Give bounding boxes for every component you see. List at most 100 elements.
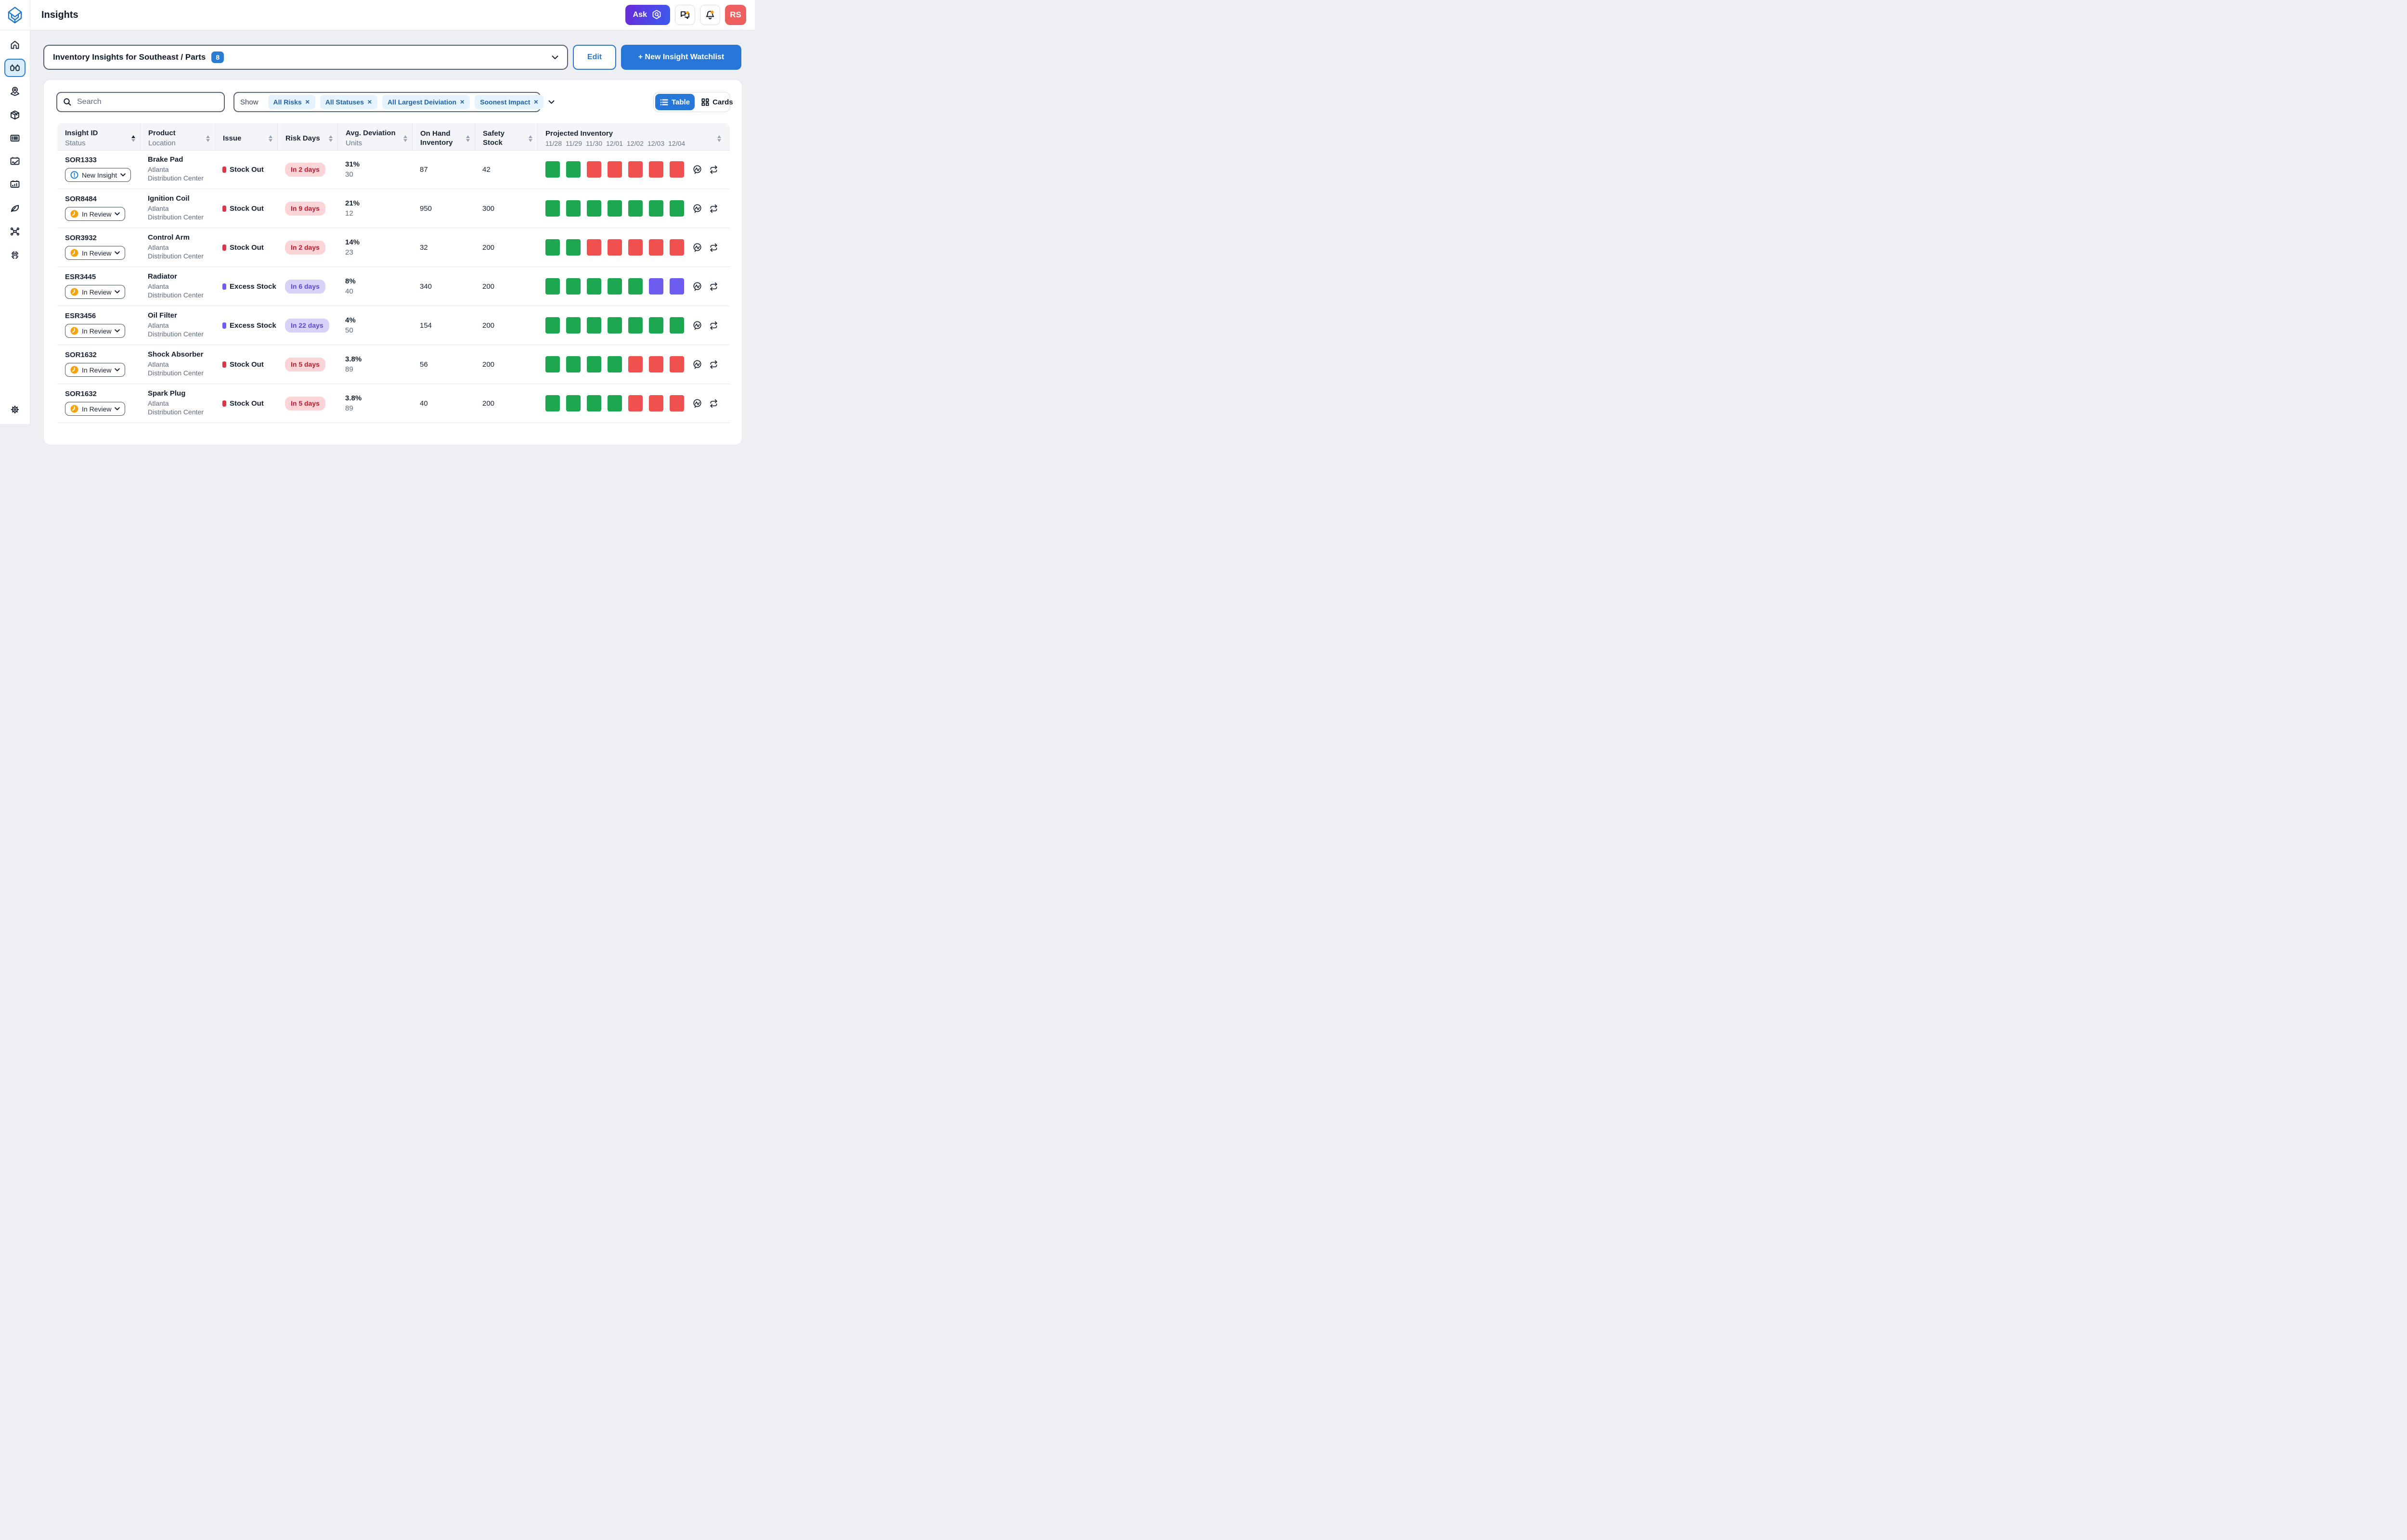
sidebar-item-home[interactable]: [5, 35, 25, 54]
projected-squares: [545, 356, 684, 372]
repeat-icon[interactable]: [709, 359, 719, 370]
inventory-square-red: [649, 161, 663, 178]
inventory-square-green: [608, 317, 622, 334]
app-logo[interactable]: [0, 0, 30, 30]
inventory-square-green: [649, 200, 663, 217]
sort-icon[interactable]: [131, 135, 135, 142]
filter-bar: Show All Risks ✕ All Statuses ✕ All Larg…: [233, 92, 555, 112]
product-name: Control Arm: [148, 233, 190, 242]
sidebar-item-network-map[interactable]: [5, 82, 25, 101]
repeat-icon[interactable]: [709, 165, 719, 175]
header-issue[interactable]: Issue: [215, 123, 277, 150]
header-avg-deviation[interactable]: Avg. Deviation Units: [337, 123, 412, 150]
status-dropdown[interactable]: In Review: [65, 324, 126, 338]
insight-id: SOR1333: [65, 156, 97, 164]
sidebar-item-sustainability[interactable]: [5, 198, 25, 218]
inventory-square-green: [587, 278, 601, 295]
trend-analysis-icon[interactable]: [692, 165, 702, 175]
in-review-clock-icon: [70, 210, 78, 218]
status-dropdown[interactable]: In Review: [65, 402, 126, 416]
view-toggle-table[interactable]: Table: [655, 94, 695, 110]
trend-analysis-icon[interactable]: [692, 398, 702, 409]
chip-remove-icon[interactable]: ✕: [460, 99, 465, 105]
nodes-icon: [9, 226, 21, 237]
product-location: Atlanta Distribution Center: [148, 205, 204, 221]
dashboard-chart-icon: [9, 179, 21, 190]
ask-button[interactable]: Ask: [625, 5, 670, 25]
header-risk-days[interactable]: Risk Days: [277, 123, 337, 150]
trend-analysis-icon[interactable]: [692, 282, 702, 292]
product-location: Atlanta Distribution Center: [148, 244, 204, 260]
new-insight-watchlist-button[interactable]: + New Insight Watchlist: [621, 45, 741, 70]
sort-icon[interactable]: [206, 135, 210, 142]
filter-chip-all-statuses[interactable]: All Statuses ✕: [320, 95, 377, 109]
radar-icon: [9, 249, 21, 261]
trend-analysis-icon[interactable]: [692, 321, 702, 331]
product-location: Atlanta Distribution Center: [148, 360, 204, 377]
sort-icon[interactable]: [466, 135, 470, 142]
status-dropdown[interactable]: In Review: [65, 285, 126, 299]
sidebar-item-radar[interactable]: [5, 245, 25, 265]
inventory-square-red: [649, 356, 663, 372]
filter-chip-soonest-impact[interactable]: Soonest Impact ✕: [475, 95, 544, 109]
user-avatar[interactable]: RS: [725, 5, 746, 25]
repeat-icon[interactable]: [709, 243, 719, 253]
status-dropdown[interactable]: In Review: [65, 246, 126, 260]
search-input[interactable]: [76, 97, 218, 107]
chevron-down-icon[interactable]: [548, 100, 555, 104]
status-dropdown[interactable]: New Insight: [65, 168, 131, 182]
inventory-square-green: [608, 278, 622, 295]
trend-analysis-icon[interactable]: [692, 204, 702, 214]
on-hand-value: 32: [420, 243, 428, 252]
trend-analysis-icon[interactable]: [692, 243, 702, 253]
deviation-units: 89: [345, 365, 353, 373]
view-toggle-cards[interactable]: Cards: [697, 94, 738, 110]
package-icon: [9, 109, 21, 121]
status-dropdown[interactable]: In Review: [65, 207, 126, 221]
trend-analysis-icon[interactable]: [692, 359, 702, 370]
chip-remove-icon[interactable]: ✕: [367, 99, 372, 105]
inventory-square-red: [587, 239, 601, 256]
sort-icon[interactable]: [329, 135, 333, 142]
risk-days-pill: In 9 days: [285, 201, 325, 216]
date-label: 12/02: [627, 139, 644, 147]
inventory-square-green: [566, 161, 581, 178]
filter-chip-largest-deviation[interactable]: All Largest Deiviation ✕: [382, 95, 470, 109]
sort-icon[interactable]: [717, 135, 721, 142]
header-insight-id[interactable]: Insight ID Status: [57, 123, 140, 150]
inventory-square-green: [628, 317, 643, 334]
notifications-button[interactable]: [700, 5, 720, 25]
header-safety-stock[interactable]: Safety Stock: [475, 123, 537, 150]
repeat-icon[interactable]: [709, 398, 719, 409]
edit-watchlist-button[interactable]: Edit: [573, 45, 616, 70]
sidebar-item-settings[interactable]: [5, 400, 25, 419]
header-projected-inventory[interactable]: Projected Inventory 11/28 11/29 11/30 12…: [537, 123, 730, 150]
feedback-button[interactable]: [675, 5, 695, 25]
sidebar-item-inventory[interactable]: [5, 105, 25, 125]
sidebar-item-orders[interactable]: [5, 128, 25, 148]
repeat-icon[interactable]: [709, 204, 719, 214]
header-on-hand[interactable]: On Hand Inventory: [412, 123, 475, 150]
sort-icon[interactable]: [403, 135, 407, 142]
header-product[interactable]: Product Location: [140, 123, 215, 150]
inventory-square-red: [649, 239, 663, 256]
filter-chip-all-risks[interactable]: All Risks ✕: [268, 95, 315, 109]
projected-dates: 11/28 11/29 11/30 12/01 12/02 12/03 12/0…: [545, 140, 685, 148]
cards-toggle-label: Cards: [712, 98, 733, 106]
product-location: Atlanta Distribution Center: [148, 321, 204, 338]
watchlist-select[interactable]: Inventory Insights for Southeast / Parts…: [43, 45, 568, 70]
sidebar-item-network-nodes[interactable]: [5, 222, 25, 241]
status-dropdown[interactable]: In Review: [65, 363, 126, 377]
chip-remove-icon[interactable]: ✕: [305, 99, 310, 105]
projected-squares: [545, 278, 684, 295]
repeat-icon[interactable]: [709, 282, 719, 292]
table-row: SOR1632 In Review Shock Absorber Atlanta…: [57, 345, 730, 384]
repeat-icon[interactable]: [709, 321, 719, 331]
sidebar-item-contracts[interactable]: [5, 152, 25, 171]
sidebar-item-dashboard[interactable]: [5, 175, 25, 194]
sort-icon[interactable]: [269, 135, 272, 142]
sidebar-item-insights[interactable]: [4, 59, 26, 77]
order-list-icon: [9, 132, 21, 144]
chip-remove-icon[interactable]: ✕: [533, 99, 539, 105]
sort-icon[interactable]: [529, 135, 532, 142]
